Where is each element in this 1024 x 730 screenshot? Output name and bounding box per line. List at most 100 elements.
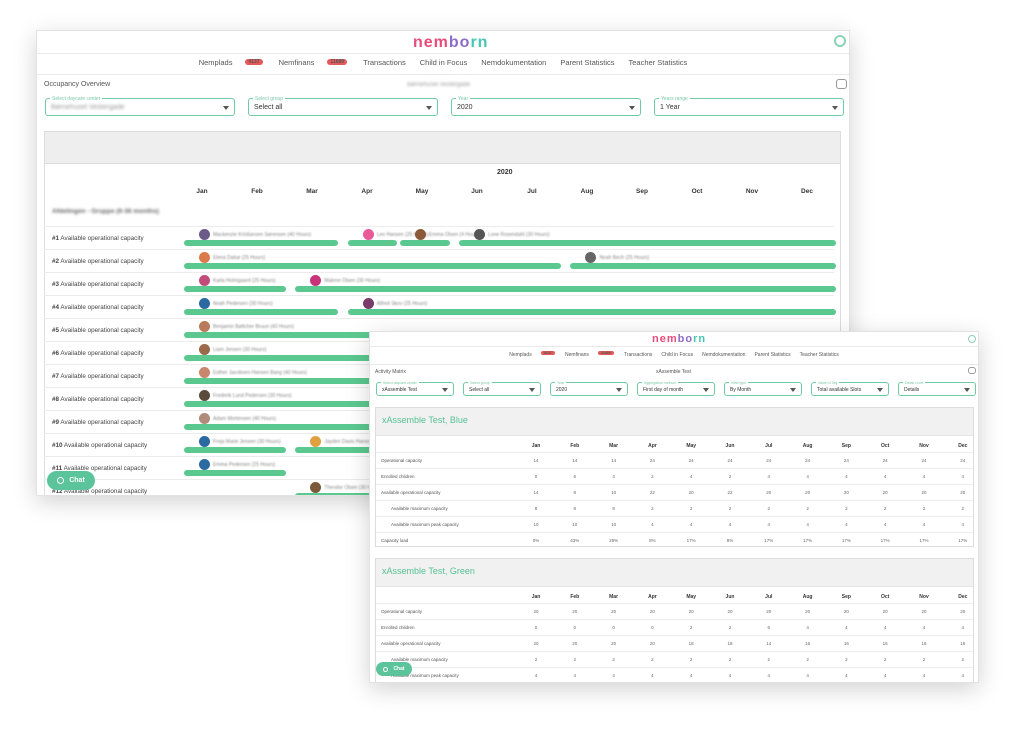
booking-label[interactable]: Emma Olsen (4 Hours) [415,229,480,240]
month-header: Nov [919,594,929,600]
gear-icon[interactable] [968,335,976,343]
booking-bar[interactable] [184,309,339,315]
filter-view-type[interactable]: View type By Month [724,380,802,396]
booking-label[interactable]: Noah Pedersen (30 Hours) [199,298,273,309]
chevron-down-icon [964,388,970,392]
nembørn-logo[interactable]: nemborn [652,333,707,345]
booking-label[interactable]: Noah Bech (25 Hours) [585,252,649,263]
matrix-cell: 4 [728,673,732,678]
month-header: Aug [580,188,594,195]
nav-item-teacher-statistics[interactable]: Teacher Statistics [799,352,839,358]
booking-label[interactable]: Benjamin Bøttcher Bruun (40 Hours) [199,321,294,332]
row-label: #1 Available operational capacity [52,235,144,242]
booking-label[interactable]: Freja Marie Jensen (30 Hours) [199,436,281,447]
nembørn-logo[interactable]: nemborn [413,34,489,51]
booking-label[interactable]: Theodor Olsen (30 Hours) [310,482,382,493]
nav-item-parent-statistics[interactable]: Parent Statistics [560,58,615,67]
booking-bar[interactable] [570,263,836,269]
matrix-cell: 10 [533,522,539,527]
filter-select-group[interactable]: Select group Select all [248,95,438,116]
booking-label[interactable]: Leo Hansen (25 Hours) [362,229,429,240]
booking-label[interactable]: Emma Pedersen (25 Hours) [199,459,275,470]
filter-select-daycare-center[interactable]: Select daycare center Børnehuset Vesterga… [45,95,235,116]
booking-bar[interactable] [184,240,339,246]
filter-year[interactable]: Year 2020 [451,95,641,116]
capacity-row: #3 Available operational capacity Karla H… [44,272,836,294]
booking-bar[interactable] [295,286,836,292]
booking-label[interactable]: Elena Dalsø (25 Hours) [199,252,265,263]
filter-value-of-tag[interactable]: Value of Tag Total available Slots [811,380,889,396]
booking-bar[interactable] [184,447,286,453]
filter-select-group[interactable]: Select group Select all [463,380,541,396]
matrix-cell: 2 [728,506,732,511]
printer-icon[interactable] [968,367,976,374]
booking-label[interactable]: Liam Jensen (30 Hours) [199,344,266,355]
row-label: #11 Available operational capacity [52,465,147,472]
chat-button[interactable]: Chat [376,662,412,676]
matrix-cell: 2 [689,506,693,511]
matrix-row: Available maximum peak capacity 10 10 10 4 4 4… [376,516,973,532]
matrix-cell: 0 [573,625,577,630]
matrix-cell: 2 [651,474,654,479]
matrix-row-label: Available maximum peak capacity [391,522,459,527]
child-name: Alfred Skov (25 Hours) [376,300,428,307]
nav-item-nemdokumentation[interactable]: Nemdokumentation [481,58,547,67]
booking-bar[interactable] [184,263,561,269]
filter-label: Select group [253,95,286,102]
matrix-cell: 4 [922,522,926,527]
filter-detail-level[interactable]: Detail Level Details [898,380,976,396]
filter-aggregation-method[interactable]: Aggregation method First day of month [637,380,715,396]
chevron-down-icon [426,106,432,110]
booking-label[interactable]: Malene Olsen (30 Hours) [310,275,380,286]
nav-item-transactions[interactable]: Transactions [623,352,653,358]
gear-icon[interactable] [834,35,846,47]
nav-item-child-in-focus[interactable]: Child in Focus [419,58,468,67]
nav-item-nemfinans[interactable]: Nemfinans 11689 [565,351,614,358]
booking-bar[interactable] [459,240,836,246]
avatar [199,275,210,286]
matrix-cell: 20 [688,609,694,614]
booking-label[interactable]: Mackenzie Kristiansen Sørensen (40 Hours… [199,229,311,240]
booking-label[interactable]: Alfred Skov (25 Hours) [362,298,428,309]
booking-bar[interactable] [184,286,286,292]
booking-label[interactable]: Karla Holmgaard (25 Hours) [199,275,276,286]
matrix-cell: 10 [611,522,617,527]
nav-item-teacher-statistics[interactable]: Teacher Statistics [628,58,688,67]
matrix-cell: 14 [611,458,617,463]
filter-value: xAssemble Test [382,387,417,393]
row-label: #5 Available operational capacity [52,327,144,334]
nav-item-nemplads[interactable]: Nemplads 4137 [199,58,263,67]
month-header: Sep [636,188,648,195]
nav-item-child-in-focus[interactable]: Child in Focus [661,352,694,358]
booking-label[interactable]: Frederik Lund Pedersen (30 Hours) [199,390,292,401]
matrix-row-label: Enrolled children [381,625,415,630]
filter-select-daycare-center[interactable]: Select daycare center xAssemble Test [376,380,454,396]
matrix-cell: 4 [651,673,654,678]
matrix-cell: 2 [728,657,732,662]
matrix-cell: 24 [649,458,655,463]
booking-label[interactable]: Esther Jacobsen Hansen Bang (40 Hours) [199,367,307,378]
child-name: Elena Dalsø (25 Hours) [213,254,266,261]
booking-label[interactable]: Jayden Davis Hansen (30 Hours) [310,436,398,447]
avatar [199,413,210,424]
filter-year[interactable]: Year 2020 [550,380,628,396]
booking-label[interactable]: Lone Rosendahl (30 Hours) [474,229,550,240]
nav-item-parent-statistics[interactable]: Parent Statistics [754,352,791,358]
matrix-cell: 4 [806,673,809,678]
booking-label[interactable]: Adam Mortensen (40 Hours) [199,413,276,424]
nav-item-nemfinans[interactable]: Nemfinans 11689 [279,58,348,67]
matrix-row-label: Available operational capacity [381,641,441,646]
nav-item-nemdokumentation[interactable]: Nemdokumentation [702,352,746,358]
printer-icon[interactable] [836,79,847,89]
booking-bar[interactable] [347,240,398,246]
booking-bar[interactable] [347,309,836,315]
booking-bar[interactable] [184,470,286,476]
filter-years-range[interactable]: Years range 1 Year [654,95,844,116]
chat-button[interactable]: Chat [47,471,95,490]
booking-bar[interactable] [400,240,450,246]
matrix-cell: 20 [572,609,578,614]
nav-item-transactions[interactable]: Transactions [363,58,406,67]
matrix-cell: 20 [649,609,655,614]
month-header: Apr [648,594,657,600]
nav-item-nemplads[interactable]: Nemplads 4137 [509,351,555,358]
